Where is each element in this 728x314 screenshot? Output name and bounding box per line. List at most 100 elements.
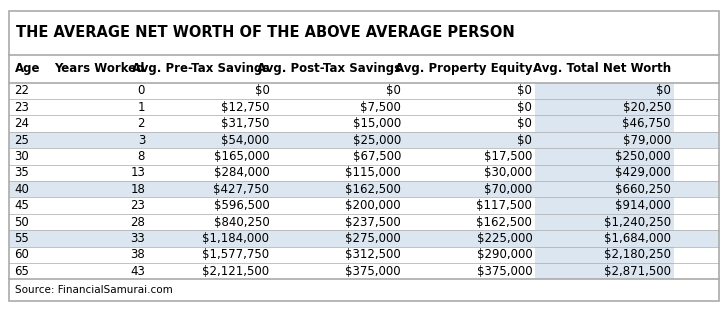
Text: Years Worked: Years Worked	[55, 62, 145, 75]
Text: $0: $0	[255, 84, 269, 97]
Text: $12,750: $12,750	[221, 101, 269, 114]
Text: $312,500: $312,500	[345, 248, 401, 261]
Text: $31,750: $31,750	[221, 117, 269, 130]
Text: THE AVERAGE NET WORTH OF THE ABOVE AVERAGE PERSON: THE AVERAGE NET WORTH OF THE ABOVE AVERA…	[16, 25, 515, 41]
Text: 60: 60	[15, 248, 29, 261]
Text: 43: 43	[130, 265, 145, 278]
Bar	[9, 99, 719, 116]
Text: $17,500: $17,500	[484, 150, 532, 163]
Bar	[535, 83, 674, 99]
Text: 24: 24	[15, 117, 30, 130]
Text: $115,000: $115,000	[345, 166, 401, 179]
Text: $162,500: $162,500	[345, 183, 401, 196]
Bar	[9, 148, 719, 165]
Text: 45: 45	[15, 199, 29, 212]
Text: $46,750: $46,750	[622, 117, 671, 130]
Bar	[9, 214, 719, 230]
Text: $162,500: $162,500	[476, 215, 532, 229]
Text: $225,000: $225,000	[477, 232, 532, 245]
Text: $290,000: $290,000	[477, 248, 532, 261]
Text: Age: Age	[15, 62, 40, 75]
Bar	[9, 247, 719, 263]
Text: $15,000: $15,000	[352, 117, 401, 130]
Text: $914,000: $914,000	[615, 199, 671, 212]
Text: $200,000: $200,000	[345, 199, 401, 212]
Text: 38: 38	[130, 248, 145, 261]
Bar	[9, 132, 719, 148]
Text: Avg. Pre-Tax Savings: Avg. Pre-Tax Savings	[132, 62, 269, 75]
Text: $1,577,750: $1,577,750	[202, 248, 269, 261]
Text: 25: 25	[15, 133, 29, 147]
Text: $375,000: $375,000	[477, 265, 532, 278]
Text: 1: 1	[138, 101, 145, 114]
Text: 35: 35	[15, 166, 29, 179]
Text: $70,000: $70,000	[484, 183, 532, 196]
Text: 65: 65	[15, 265, 29, 278]
Text: $375,000: $375,000	[345, 265, 401, 278]
Bar	[535, 198, 674, 214]
Text: $840,250: $840,250	[214, 215, 269, 229]
Bar	[9, 165, 719, 181]
Text: 50: 50	[15, 215, 29, 229]
Text: $429,000: $429,000	[615, 166, 671, 179]
Text: $427,750: $427,750	[213, 183, 269, 196]
Text: 8: 8	[138, 150, 145, 163]
Bar	[535, 116, 674, 132]
Text: $660,250: $660,250	[615, 183, 671, 196]
Text: $0: $0	[518, 101, 532, 114]
Text: Avg. Post-Tax Savings: Avg. Post-Tax Savings	[257, 62, 401, 75]
Text: $250,000: $250,000	[615, 150, 671, 163]
Text: $0: $0	[518, 133, 532, 147]
Bar	[9, 263, 719, 279]
Text: 23: 23	[130, 199, 145, 212]
Text: $54,000: $54,000	[221, 133, 269, 147]
Bar	[9, 83, 719, 99]
Text: $284,000: $284,000	[214, 166, 269, 179]
Text: $596,500: $596,500	[214, 199, 269, 212]
Text: 40: 40	[15, 183, 29, 196]
Text: Avg. Property Equity: Avg. Property Equity	[395, 62, 532, 75]
Bar	[535, 99, 674, 116]
Text: Source: FinancialSamurai.com: Source: FinancialSamurai.com	[15, 285, 173, 295]
Bar	[9, 230, 719, 247]
Text: $2,180,250: $2,180,250	[604, 248, 671, 261]
Bar	[9, 116, 719, 132]
Text: 2: 2	[138, 117, 145, 130]
Text: $2,121,500: $2,121,500	[202, 265, 269, 278]
Text: $0: $0	[518, 84, 532, 97]
Bar	[535, 247, 674, 263]
Bar	[9, 198, 719, 214]
Bar	[9, 55, 719, 83]
Bar	[535, 214, 674, 230]
Text: 0: 0	[138, 84, 145, 97]
Text: 18: 18	[130, 183, 145, 196]
Text: 3: 3	[138, 133, 145, 147]
Text: $20,250: $20,250	[622, 101, 671, 114]
Bar	[9, 11, 719, 55]
Text: 33: 33	[130, 232, 145, 245]
Text: $165,000: $165,000	[214, 150, 269, 163]
Text: 55: 55	[15, 232, 29, 245]
Bar	[9, 279, 719, 301]
Text: $0: $0	[386, 84, 401, 97]
Text: $79,000: $79,000	[622, 133, 671, 147]
Text: $7,500: $7,500	[360, 101, 401, 114]
Text: $1,684,000: $1,684,000	[604, 232, 671, 245]
Text: 23: 23	[15, 101, 29, 114]
Text: $1,184,000: $1,184,000	[202, 232, 269, 245]
Bar	[535, 263, 674, 279]
Text: $67,500: $67,500	[352, 150, 401, 163]
Bar	[535, 165, 674, 181]
Text: $30,000: $30,000	[484, 166, 532, 179]
Text: 30: 30	[15, 150, 29, 163]
Text: 22: 22	[15, 84, 30, 97]
Bar	[535, 148, 674, 165]
Text: 13: 13	[130, 166, 145, 179]
Text: $0: $0	[656, 84, 671, 97]
Bar	[9, 181, 719, 198]
Text: $2,871,500: $2,871,500	[604, 265, 671, 278]
Text: $275,000: $275,000	[345, 232, 401, 245]
Text: $0: $0	[518, 117, 532, 130]
Text: Avg. Total Net Worth: Avg. Total Net Worth	[533, 62, 671, 75]
Text: 28: 28	[130, 215, 145, 229]
